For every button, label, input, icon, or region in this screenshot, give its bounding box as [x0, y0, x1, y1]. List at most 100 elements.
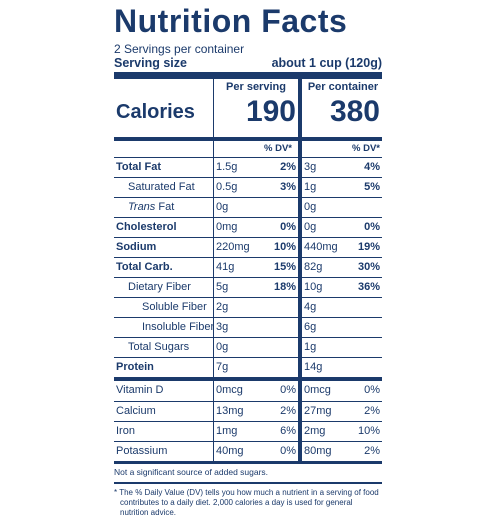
- amount-per-serving: 0.5g: [216, 181, 238, 193]
- calories-block: Calories Per serving Per container 190 3…: [114, 79, 382, 137]
- amount-per-serving: 41g: [216, 261, 235, 273]
- serving-size-row: Serving size about 1 cup (120g): [114, 56, 382, 70]
- dv-per-container: 30%: [357, 261, 380, 273]
- column-divider: [213, 402, 214, 422]
- dv-heading-row: % DV* % DV*: [114, 141, 382, 157]
- per-serving-heading: Per serving: [226, 81, 286, 93]
- amount-per-container: 0mcg: [304, 384, 331, 396]
- dv-per-serving: 18%: [273, 281, 296, 293]
- calories-label: Calories: [116, 101, 195, 123]
- nutrient-row: Sodium 220mg 10% 440mg 19%: [114, 237, 382, 258]
- nutrient-name: Total Fat: [116, 161, 162, 173]
- dv-per-container: 5%: [364, 181, 380, 193]
- nutrient-name: Dietary Fiber: [128, 281, 191, 293]
- dv-per-serving: 0%: [280, 384, 296, 396]
- vitamin-row: Vitamin D 0mcg 0% 0mcg 0%: [114, 381, 382, 401]
- column-divider: [213, 318, 214, 338]
- column-divider: [213, 238, 214, 258]
- amount-per-container: 0g: [304, 221, 317, 233]
- amount-per-container: 4g: [304, 301, 317, 313]
- nutrient-row: Cholesterol 0mg 0% 0g 0%: [114, 217, 382, 238]
- column-divider-thick: [298, 422, 302, 442]
- servings-per-container: 2 Servings per container: [114, 42, 245, 56]
- nutrient-name: Sodium: [116, 241, 157, 253]
- dv-per-container: 36%: [357, 281, 380, 293]
- column-divider: [213, 141, 214, 157]
- nutrient-name: Cholesterol: [116, 221, 177, 233]
- nutrient-name: Insoluble Fiber: [142, 321, 215, 333]
- column-divider-thick: [298, 338, 302, 358]
- amount-per-container: 82g: [304, 261, 323, 273]
- column-divider: [213, 298, 214, 318]
- column-divider: [213, 218, 214, 238]
- dv-per-serving: 3%: [280, 181, 296, 193]
- column-divider-thick: [298, 198, 302, 218]
- dv-per-container: 2%: [364, 445, 380, 457]
- amount-per-serving: 5g: [216, 281, 229, 293]
- calories-per-serving: 190: [245, 95, 296, 128]
- column-divider-thick: [298, 402, 302, 422]
- column-divider: [213, 198, 214, 218]
- nutrient-name: Protein: [116, 361, 154, 373]
- label-title: Nutrition Facts: [114, 3, 348, 39]
- dv-per-container: 0%: [364, 384, 380, 396]
- amount-per-serving: 220mg: [216, 241, 250, 253]
- amount-per-container: 14g: [304, 361, 323, 373]
- column-divider: [213, 422, 214, 442]
- dv-per-serving: 2%: [280, 161, 296, 173]
- amount-per-container: 1g: [304, 341, 317, 353]
- dv-per-container: 4%: [364, 161, 380, 173]
- column-divider-thick: [298, 358, 302, 378]
- column-divider-thick: [298, 158, 302, 178]
- column-divider: [213, 358, 214, 378]
- column-divider: [213, 158, 214, 178]
- nutrient-row: Total Sugars 0g 1g: [114, 337, 382, 358]
- nutrient-name: Trans Fat: [128, 201, 175, 213]
- nutrient-name: Total Sugars: [128, 341, 190, 353]
- nutrient-name: Soluble Fiber: [142, 301, 207, 313]
- nutrient-name: Saturated Fat: [128, 181, 195, 193]
- column-divider: [213, 442, 214, 462]
- dv-heading-serving: % DV*: [264, 143, 292, 154]
- nutrient-row: Soluble Fiber 2g 4g: [114, 297, 382, 318]
- amount-per-container: 6g: [304, 321, 317, 333]
- nutrient-name: Total Carb.: [116, 261, 173, 273]
- nutrient-row: Insoluble Fiber 3g 6g: [114, 317, 382, 338]
- column-divider-thick: [298, 442, 302, 462]
- nutrient-row: Dietary Fiber 5g 18% 10g 36%: [114, 277, 382, 298]
- column-divider-thick: [298, 178, 302, 198]
- dv-per-container: 10%: [357, 425, 380, 437]
- amount-per-serving: 0mcg: [216, 384, 243, 396]
- nutrient-row: Total Carb. 41g 15% 82g 30%: [114, 257, 382, 278]
- nutrient-rows: Total Fat 1.5g 2% 3g 4% Saturated Fat 0.5g 3% 1g…: [114, 157, 382, 378]
- dv-per-serving: 0%: [280, 445, 296, 457]
- column-divider-thick: [298, 218, 302, 238]
- amount-per-serving: 0g: [216, 201, 229, 213]
- column-divider-thick: [298, 278, 302, 298]
- amount-per-serving: 1mg: [216, 425, 238, 437]
- column-divider-thick: [298, 381, 302, 401]
- amount-per-container: 10g: [304, 281, 323, 293]
- column-divider-thick: [298, 141, 302, 157]
- column-divider-thick: [298, 318, 302, 338]
- medium-divider: [114, 137, 382, 141]
- amount-per-container: 1g: [304, 181, 317, 193]
- nutrient-row: Protein 7g 14g: [114, 357, 382, 378]
- column-divider-thick: [298, 258, 302, 278]
- column-divider-thick: [298, 298, 302, 318]
- amount-per-container: 80mg: [304, 445, 332, 457]
- amount-per-serving: 0mg: [216, 221, 238, 233]
- serving-size-label: Serving size: [114, 56, 187, 70]
- thick-divider: [114, 72, 382, 79]
- column-divider: [213, 278, 214, 298]
- nutrient-row: Saturated Fat 0.5g 3% 1g 5%: [114, 177, 382, 198]
- nutrient-name: Calcium: [116, 405, 156, 417]
- amount-per-container: 0g: [304, 201, 317, 213]
- amount-per-container: 2mg: [304, 425, 326, 437]
- dv-per-container: 2%: [364, 405, 380, 417]
- nutrient-name: Vitamin D: [116, 384, 164, 396]
- vitamin-rows: Vitamin D 0mcg 0% 0mcg 0% Calcium 13mg 2% 27mg 2%…: [114, 381, 382, 462]
- footnote-divider: [114, 482, 382, 484]
- serving-size-value: about 1 cup (120g): [271, 56, 382, 70]
- nutrient-name: Iron: [116, 425, 135, 437]
